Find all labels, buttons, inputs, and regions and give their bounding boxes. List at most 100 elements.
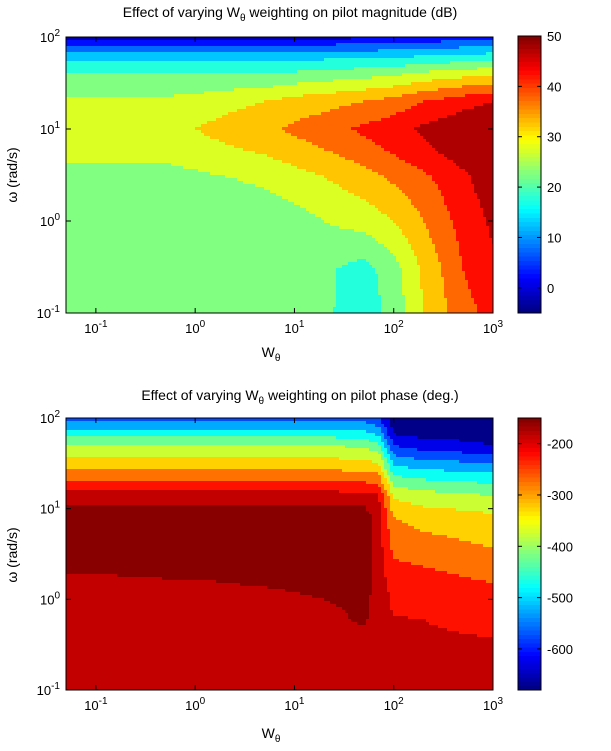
contour-band-cell bbox=[441, 262, 463, 266]
contour-band-cell bbox=[405, 310, 424, 313]
contour-band-cell bbox=[66, 133, 205, 137]
contour-band-cell bbox=[390, 424, 493, 428]
contour-band-cell bbox=[393, 472, 493, 476]
contour-band-cell bbox=[336, 91, 418, 95]
contour-band-cell bbox=[117, 574, 373, 578]
contour-band-cell bbox=[66, 559, 373, 563]
colorbar-segment bbox=[518, 643, 541, 649]
contour-band-cell bbox=[336, 304, 382, 308]
contour-band-cell bbox=[402, 232, 430, 236]
colorbar-segment bbox=[518, 53, 541, 59]
contour-band-cell bbox=[378, 49, 493, 53]
contour-band-cell bbox=[486, 217, 493, 221]
contour-band-cell bbox=[66, 466, 382, 470]
colorbar-segment bbox=[518, 105, 541, 111]
contour-band-cell bbox=[447, 205, 481, 209]
contour-band-cell bbox=[234, 145, 319, 149]
contour-band-cell bbox=[246, 106, 340, 110]
contour-band-cell bbox=[393, 85, 463, 89]
contour-band-cell bbox=[390, 466, 409, 470]
contour-band-cell bbox=[417, 166, 460, 170]
contour-band-cell bbox=[66, 130, 202, 134]
contour-band-cell bbox=[372, 76, 463, 80]
contour-band-cell bbox=[396, 433, 493, 437]
contour-band-cell bbox=[474, 184, 493, 188]
contour-band-cell bbox=[444, 283, 469, 287]
contour-band-cell bbox=[372, 541, 382, 545]
contour-band-cell bbox=[423, 298, 448, 302]
contour-band-cell bbox=[324, 148, 385, 152]
contour-band-cell bbox=[459, 253, 493, 257]
colorbar-tick-label: 10 bbox=[547, 230, 561, 245]
contour-band-cell bbox=[66, 100, 265, 104]
contour-band-cell bbox=[66, 70, 298, 74]
colorbar-segment bbox=[518, 592, 541, 598]
contour-band-cell bbox=[66, 532, 373, 536]
contour-band-cell bbox=[66, 112, 229, 116]
colorbar-tick-label: -500 bbox=[547, 591, 573, 606]
contour-band-cell bbox=[66, 463, 379, 467]
contour-band-cell bbox=[66, 178, 238, 182]
contour-band-cell bbox=[66, 91, 205, 95]
contour-band-cell bbox=[387, 442, 394, 446]
contour-band-cell bbox=[426, 619, 493, 623]
contour-band-cell bbox=[336, 292, 379, 296]
contour-band-cell bbox=[390, 463, 394, 467]
contour-band-cell bbox=[234, 88, 367, 92]
colorbar-segment bbox=[518, 422, 541, 428]
contour-band-cell bbox=[438, 151, 493, 155]
contour-band-cell bbox=[432, 241, 460, 245]
contour-band-cell bbox=[297, 70, 430, 74]
contour-band-cell bbox=[453, 160, 493, 164]
contour-band-cell bbox=[423, 310, 448, 313]
contour-band-cell bbox=[216, 118, 301, 122]
colorbar-segment bbox=[518, 278, 541, 284]
x-tick-label: 100 bbox=[185, 696, 205, 713]
contour-band-cell bbox=[384, 493, 388, 497]
contour-band-cell bbox=[393, 511, 484, 515]
colorbar-segment bbox=[518, 70, 541, 76]
contour-band-cell bbox=[381, 439, 388, 443]
contour-band-cell bbox=[381, 430, 388, 434]
contour-band-cell bbox=[489, 232, 493, 236]
contour-band-cell bbox=[267, 154, 340, 158]
contour-band-cell bbox=[333, 310, 382, 313]
contour-band-cell bbox=[327, 178, 388, 182]
contour-band-cell bbox=[369, 439, 382, 443]
contour-band-cell bbox=[393, 463, 493, 467]
contour-band-cell bbox=[342, 187, 400, 191]
contour-band-cell bbox=[390, 490, 436, 494]
contour-band-cell bbox=[369, 601, 391, 605]
contour-band-cell bbox=[66, 511, 370, 515]
colorbar-segment bbox=[518, 583, 541, 589]
x-tick-label: 10-1 bbox=[84, 696, 108, 713]
colorbar-segment bbox=[518, 57, 541, 63]
contour-band-cell bbox=[387, 520, 403, 524]
contour-band-cell bbox=[390, 496, 394, 500]
colorbar-segment bbox=[518, 252, 541, 258]
contour-band-cell bbox=[471, 289, 493, 293]
contour-band-cell bbox=[66, 451, 379, 455]
contour-band-cell bbox=[372, 574, 385, 578]
contour-band-cell bbox=[465, 271, 493, 275]
colorbar-segment bbox=[518, 161, 541, 167]
contour-band-cell bbox=[414, 457, 493, 461]
contour-band-cell bbox=[66, 646, 493, 650]
contour-band-cell bbox=[354, 229, 403, 233]
contour-band-cell bbox=[66, 478, 382, 482]
contour-band-cell bbox=[66, 547, 373, 551]
contour-band-cell bbox=[417, 91, 493, 95]
contour-band-cell bbox=[480, 205, 493, 209]
colorbar-segment bbox=[518, 248, 541, 254]
contour-band-cell bbox=[438, 259, 463, 263]
contour-band-cell bbox=[66, 661, 493, 665]
contour-band-cell bbox=[366, 199, 412, 203]
contour-band-cell bbox=[477, 307, 493, 311]
contour-band-cell bbox=[66, 97, 283, 101]
contour-band-cell bbox=[306, 208, 379, 212]
contour-band-cell bbox=[66, 652, 493, 656]
contour-band-cell bbox=[405, 307, 424, 311]
contour-band-cell bbox=[459, 460, 493, 464]
contour-band-cell bbox=[66, 520, 373, 524]
contour-band-cell bbox=[441, 40, 493, 44]
